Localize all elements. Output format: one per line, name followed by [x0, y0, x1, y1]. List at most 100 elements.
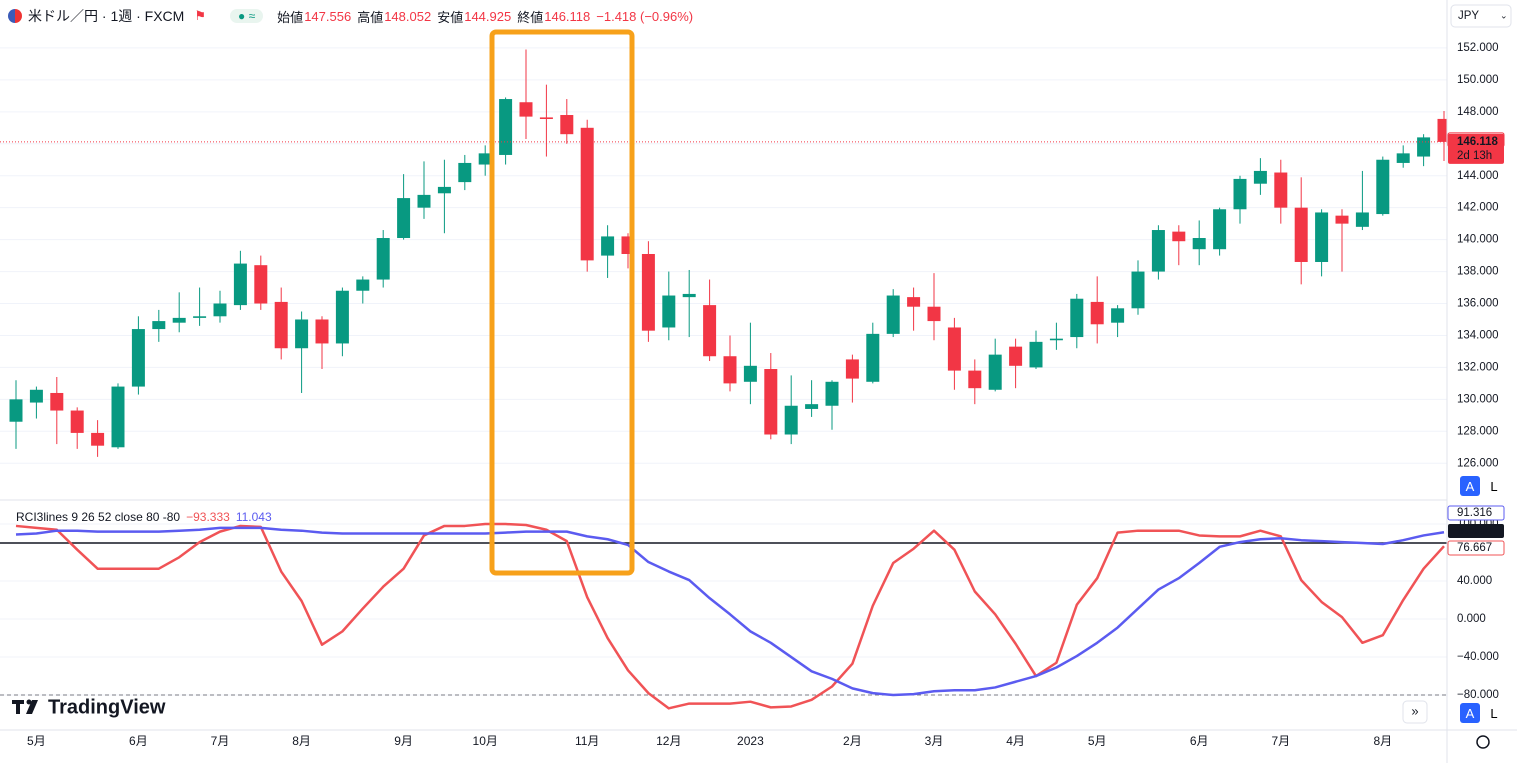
candle-body: [499, 99, 513, 155]
status-pill[interactable]: ● ≈: [230, 9, 264, 23]
ohlc-name: 安値: [437, 9, 464, 25]
candle-body: [233, 263, 247, 306]
candle-body: [91, 432, 105, 446]
candle-body: [376, 238, 390, 280]
candle-body: [478, 153, 492, 165]
ohlc-name: 高値: [357, 9, 384, 25]
candle-body: [397, 198, 411, 239]
candle-body: [784, 405, 798, 435]
candle-body: [1335, 215, 1349, 224]
candle-body: [9, 399, 23, 422]
y-tick-label: 146.000: [1457, 138, 1499, 150]
candle-body: [641, 253, 655, 331]
y-tick-label: 130.000: [1457, 393, 1499, 405]
candle-body: [254, 265, 268, 304]
y-tick-label: 144.000: [1457, 170, 1499, 182]
candle-body: [1274, 172, 1288, 208]
candle-body: [70, 410, 84, 433]
candle-body: [1131, 271, 1145, 309]
currency: JPY: [1458, 10, 1479, 22]
candle-body: [1294, 207, 1308, 262]
settings-icon[interactable]: [1476, 735, 1490, 749]
candle-body: [1437, 118, 1447, 142]
x-tick-label: 2月: [843, 734, 862, 748]
ohlc-name: 始値: [277, 9, 304, 25]
candle-body: [1070, 298, 1084, 338]
candle-body: [845, 359, 859, 379]
flag-icon: [8, 9, 22, 23]
candle-body: [1396, 153, 1410, 163]
y-tick-label: 40.000: [1457, 575, 1492, 587]
auto-button[interactable]: A: [1460, 476, 1480, 496]
candle-body: [662, 295, 676, 328]
legend-text: RCI3lines 9 26 52 close 80 -80: [16, 510, 180, 524]
flag[interactable]: ⚑: [194, 8, 206, 23]
grid: [0, 47, 1447, 696]
price-marker-box: [1447, 132, 1505, 148]
x-tick-label: 7月: [211, 734, 230, 748]
plot: [0, 49, 1447, 710]
change: −1.418 (−0.96%): [596, 8, 694, 24]
candle-body: [335, 290, 349, 344]
candle-body: [1172, 231, 1186, 242]
candle-body: [1192, 238, 1206, 250]
x-tick-label: 9月: [394, 734, 413, 748]
candle-body: [1009, 346, 1023, 366]
currency-select[interactable]: [1450, 4, 1512, 28]
candle-body: [764, 369, 778, 435]
last-value-label: 76.667: [1457, 542, 1492, 554]
price-marker-label: 146.247: [1457, 134, 1499, 146]
log-button[interactable]: L: [1490, 705, 1498, 721]
x-tick-label: 6月: [129, 734, 148, 748]
x-tick-label: 7月: [1271, 734, 1290, 748]
legend-text: 11.043: [236, 510, 272, 524]
y-tick-label: 128.000: [1457, 425, 1499, 437]
header: 米ドル／円 · 1週 · FXCM ⚑ ● ≈ 始値 147.556 高値 148.…: [8, 5, 699, 27]
last-value-box: [1447, 540, 1505, 556]
countdown: 2d 13h: [1457, 150, 1492, 162]
x-tick-label: 4月: [1006, 734, 1025, 748]
x-tick-label: 6月: [1190, 734, 1209, 748]
candle-body: [947, 327, 961, 371]
candle-body: [723, 356, 737, 384]
candle-body: [703, 305, 717, 357]
y-tick-label: 150.000: [1457, 74, 1499, 86]
candle-body: [315, 319, 329, 344]
ohlc-name: 終値: [517, 9, 544, 25]
y-tick-label: 136.000: [1457, 298, 1499, 310]
candle-body: [743, 365, 757, 382]
y-tick-label: 100.000: [1457, 518, 1499, 530]
candle-body: [1355, 212, 1369, 227]
candle-body: [111, 386, 125, 448]
candle-body: [274, 301, 288, 349]
candle-body: [519, 102, 533, 117]
symbol-title: 米ドル／円 · 1週 · FXCM: [28, 8, 185, 24]
candle-body: [29, 389, 43, 403]
y-tick-label: 142.000: [1457, 202, 1499, 214]
candle-body: [295, 319, 309, 349]
branding: TradingView: [48, 696, 166, 718]
x-tick-label: 5月: [1088, 734, 1107, 748]
x-tick-label: 5月: [27, 734, 46, 748]
level-label: 80.000: [1457, 525, 1492, 537]
scroll-icon: »: [1411, 703, 1418, 718]
axes: 5月 6月 7月 8月 9月 10月 11月 12月 2023 2月 3月 4月 5月 6月 7月 8月 126…: [16, 42, 1505, 748]
candle-body: [1111, 308, 1125, 323]
y-tick-label: 148.000: [1457, 106, 1499, 118]
candle-body: [866, 333, 880, 382]
rci-line: [15, 526, 1445, 697]
candle-body: [825, 381, 839, 406]
x-tick-label: 8月: [1373, 734, 1392, 748]
candle-body: [437, 186, 451, 194]
candle-body: [152, 321, 166, 330]
scroll-button[interactable]: [1402, 700, 1428, 724]
candle-body: [1151, 230, 1165, 272]
candle-body: [131, 329, 145, 387]
log-button[interactable]: L: [1490, 478, 1498, 494]
candle-body: [172, 317, 186, 323]
auto-button[interactable]: A: [1460, 703, 1480, 723]
rci-line: [15, 522, 1445, 710]
candle-body: [1417, 137, 1431, 157]
